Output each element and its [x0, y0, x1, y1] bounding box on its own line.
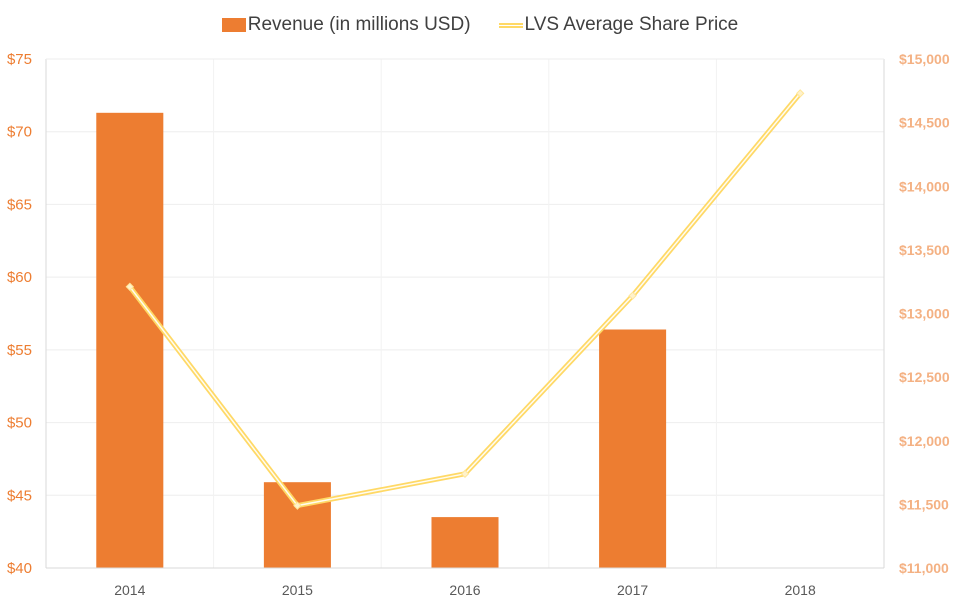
legend-label-revenue: Revenue (in millions USD)	[247, 14, 471, 35]
share-price-point-2015[interactable]	[293, 501, 302, 510]
share-price-point-2016[interactable]	[460, 469, 470, 479]
right-tick-label: $12,500	[899, 369, 950, 385]
share-price-point-2018[interactable]	[795, 89, 805, 98]
bar-2015[interactable]	[263, 482, 331, 568]
x-tick-label: 2018	[785, 582, 816, 598]
left-tick-label: $45	[7, 487, 32, 504]
left-tick-label: $55	[7, 342, 32, 359]
legend-item-revenue[interactable]: Revenue (in millions USD)	[221, 14, 471, 36]
left-tick-label: $50	[7, 415, 32, 432]
right-tick-label: $11,000	[899, 560, 949, 576]
x-tick-label: 2017	[617, 582, 648, 598]
x-axis-tick-labels: 2014 2015 2016 2017 2018	[114, 582, 816, 598]
right-tick-label: $13,500	[899, 242, 950, 258]
right-tick-label: $14,500	[899, 115, 950, 131]
plot-frame	[45, 58, 885, 569]
share-price-line-inner	[129, 92, 801, 507]
bar-2016[interactable]	[431, 517, 499, 568]
x-tick-label: 2016	[449, 582, 480, 598]
line-series-share-price	[125, 89, 805, 510]
left-axis-tick-labels: $40 $45 $50 $55 $60 $65 $70 $75	[7, 51, 32, 577]
bar-series-revenue	[96, 112, 667, 569]
share-price-line-outer	[127, 91, 803, 509]
left-tick-label: $70	[7, 124, 32, 141]
x-tick-label: 2015	[282, 582, 313, 598]
share-price-point-2017[interactable]	[628, 291, 637, 300]
gridlines	[46, 58, 884, 568]
right-tick-label: $11,500	[899, 496, 949, 512]
share-price-point-2014[interactable]	[125, 282, 135, 291]
right-tick-label: $14,000	[899, 178, 950, 194]
left-tick-label: $65	[7, 196, 32, 213]
right-tick-label: $15,000	[899, 51, 950, 67]
bar-2014[interactable]	[96, 112, 164, 569]
bar-2017[interactable]	[599, 329, 667, 568]
legend-item-share-price[interactable]: LVS Average Share Price	[498, 14, 739, 36]
legend-label-share-price: LVS Average Share Price	[524, 14, 739, 35]
x-tick-label: 2014	[114, 582, 145, 598]
left-tick-label: $60	[7, 269, 32, 286]
right-axis-tick-labels: $11,000 $11,500 $12,000 $12,500 $13,000 $13,5…	[899, 51, 950, 576]
left-tick-label: $40	[7, 560, 32, 577]
legend: Revenue (in millions USD) LVS Average Sh…	[0, 12, 960, 38]
left-tick-label: $75	[7, 51, 32, 68]
right-tick-label: $13,000	[899, 306, 950, 322]
legend-swatch-revenue	[221, 18, 246, 32]
right-tick-label: $12,000	[899, 433, 950, 449]
legend-swatch-share-price	[498, 18, 523, 32]
